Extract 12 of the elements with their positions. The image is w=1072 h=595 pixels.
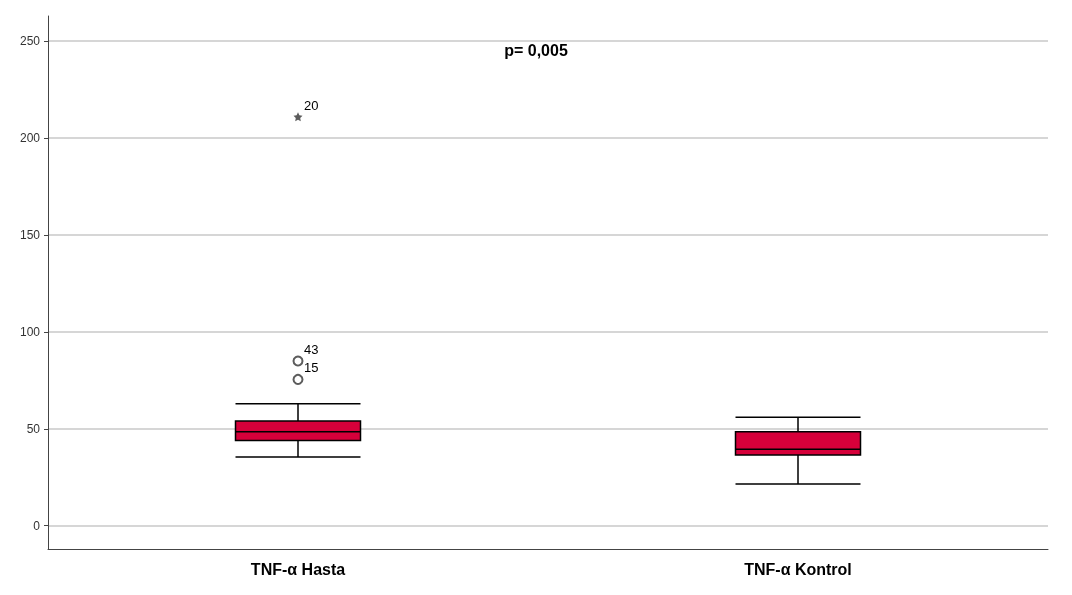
y-tick-label: 100 (19, 324, 41, 339)
y-tick-label: 150 (19, 228, 41, 243)
annotation: 20 (304, 97, 319, 113)
annotation: 15 (304, 360, 319, 376)
annotation: 43 (304, 342, 319, 357)
y-tick-label: 50 (26, 421, 41, 436)
annotation: p= 0,005 (504, 41, 568, 59)
y-tick-label: 0 (33, 518, 41, 533)
y-tick-label: 250 (19, 34, 41, 49)
x-tick-label: TNF-α Kontrol (744, 560, 852, 578)
x-tick-label: TNF-α Hasta (250, 560, 346, 578)
y-tick-label: 200 (19, 131, 41, 146)
